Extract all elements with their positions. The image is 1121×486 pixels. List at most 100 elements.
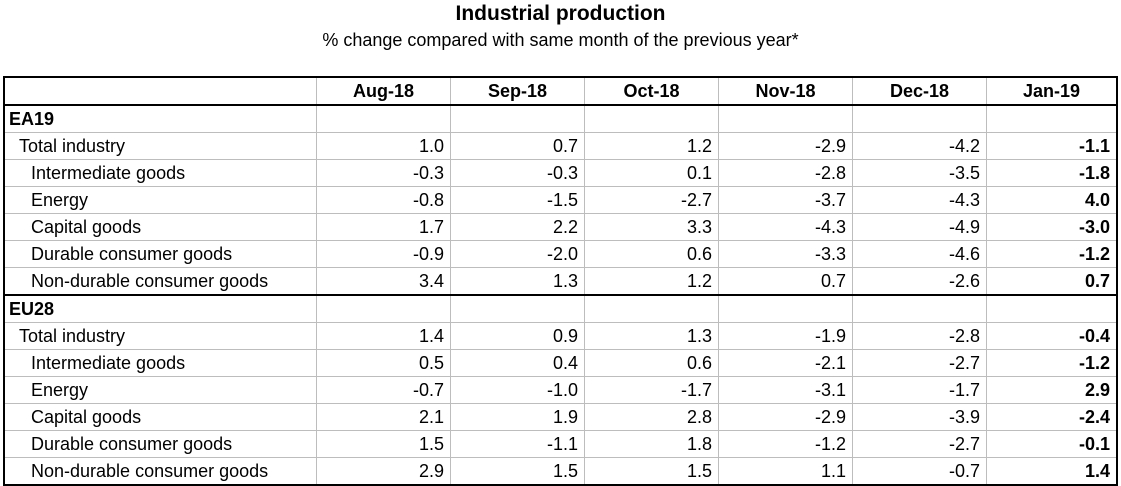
row-label: Durable consumer goods (4, 430, 317, 458)
value-cell: -0.8 (316, 186, 451, 214)
page-title: Industrial production (455, 2, 666, 25)
value-cell: 1.2 (584, 267, 719, 296)
value-cell: -3.5 (852, 159, 987, 187)
header-corner (4, 77, 317, 106)
value-cell: -2.6 (852, 267, 987, 296)
table-row: Total industry 1.4 0.9 1.3 -1.9 -2.8 -0.4 (4, 322, 1117, 350)
value-cell: -1.5 (450, 186, 585, 214)
row-label: Durable consumer goods (4, 240, 317, 268)
value-cell: 3.3 (584, 213, 719, 241)
value-cell: -1.7 (584, 376, 719, 404)
empty-cell (718, 104, 853, 133)
empty-cell (584, 104, 719, 133)
value-cell: -2.7 (852, 430, 987, 458)
value-cell: 0.7 (718, 267, 853, 296)
value-cell: -3.7 (718, 186, 853, 214)
value-cell: -2.4 (986, 403, 1117, 431)
value-cell: 0.7 (986, 267, 1117, 296)
table-row: Capital goods 2.1 1.9 2.8 -2.9 -3.9 -2.4 (4, 403, 1117, 431)
value-cell: -3.1 (718, 376, 853, 404)
value-cell: -2.7 (584, 186, 719, 214)
value-cell: 2.8 (584, 403, 719, 431)
value-cell: -4.3 (852, 186, 987, 214)
row-label: Capital goods (4, 213, 317, 241)
value-cell: -2.9 (718, 132, 853, 160)
value-cell: 2.1 (316, 403, 451, 431)
value-cell: -1.8 (986, 159, 1117, 187)
column-header: Nov-18 (718, 77, 853, 106)
row-label: Intermediate goods (4, 349, 317, 377)
table-row: Non-durable consumer goods 3.4 1.3 1.2 0.7 -2… (4, 267, 1117, 296)
value-cell: -1.9 (718, 322, 853, 350)
value-cell: -0.4 (986, 322, 1117, 350)
value-cell: -1.1 (986, 132, 1117, 160)
value-cell: -0.9 (316, 240, 451, 268)
value-cell: 0.7 (450, 132, 585, 160)
value-cell: 0.1 (584, 159, 719, 187)
value-cell: -0.7 (316, 376, 451, 404)
empty-cell (316, 294, 451, 323)
table-row: Durable consumer goods -0.9 -2.0 0.6 -3.3 -4.… (4, 240, 1117, 268)
value-cell: 0.6 (584, 349, 719, 377)
group-row: EA19 (4, 104, 1117, 133)
value-cell: -2.0 (450, 240, 585, 268)
table-row: Capital goods 1.7 2.2 3.3 -4.3 -4.9 -3.0 (4, 213, 1117, 241)
table-row: Intermediate goods -0.3 -0.3 0.1 -2.8 -3.5 -1.… (4, 159, 1117, 187)
empty-cell (584, 294, 719, 323)
table-row: Durable consumer goods 1.5 -1.1 1.8 -1.2 -2.7… (4, 430, 1117, 458)
value-cell: 2.9 (316, 457, 451, 485)
value-cell: 2.2 (450, 213, 585, 241)
value-cell: -0.7 (852, 457, 987, 485)
column-header: Jan-19 (986, 77, 1117, 106)
value-cell: -3.0 (986, 213, 1117, 241)
value-cell: 1.7 (316, 213, 451, 241)
column-header: Dec-18 (852, 77, 987, 106)
value-cell: -3.9 (852, 403, 987, 431)
empty-cell (718, 294, 853, 323)
empty-cell (450, 294, 585, 323)
value-cell: -4.6 (852, 240, 987, 268)
value-cell: 1.5 (450, 457, 585, 485)
table-row: Total industry 1.0 0.7 1.2 -2.9 -4.2 -1.1 (4, 132, 1117, 160)
table-row: Energy -0.8 -1.5 -2.7 -3.7 -4.3 4.0 (4, 186, 1117, 214)
header-row: Aug-18 Sep-18 Oct-18 Nov-18 Dec-18 Jan-19 (4, 77, 1117, 106)
value-cell: -2.9 (718, 403, 853, 431)
empty-cell (450, 104, 585, 133)
value-cell: 0.6 (584, 240, 719, 268)
value-cell: -4.2 (852, 132, 987, 160)
value-cell: 1.5 (316, 430, 451, 458)
group-label: EA19 (4, 104, 317, 133)
value-cell: 3.4 (316, 267, 451, 296)
value-cell: -2.1 (718, 349, 853, 377)
value-cell: -3.3 (718, 240, 853, 268)
value-cell: -1.7 (852, 376, 987, 404)
value-cell: 0.4 (450, 349, 585, 377)
value-cell: 2.9 (986, 376, 1117, 404)
empty-cell (852, 104, 987, 133)
row-label: Intermediate goods (4, 159, 317, 187)
table-row: Energy -0.7 -1.0 -1.7 -3.1 -1.7 2.9 (4, 376, 1117, 404)
value-cell: -0.1 (986, 430, 1117, 458)
value-cell: -0.3 (450, 159, 585, 187)
value-cell: 1.8 (584, 430, 719, 458)
table-row: Non-durable consumer goods 2.9 1.5 1.5 1.1 -0… (4, 457, 1117, 485)
group-row: EU28 (4, 294, 1117, 323)
row-label: Energy (4, 376, 317, 404)
value-cell: 1.3 (450, 267, 585, 296)
row-label: Energy (4, 186, 317, 214)
value-cell: -1.2 (718, 430, 853, 458)
value-cell: -1.0 (450, 376, 585, 404)
value-cell: 1.5 (584, 457, 719, 485)
value-cell: 1.0 (316, 132, 451, 160)
industrial-production-table: Aug-18 Sep-18 Oct-18 Nov-18 Dec-18 Jan-19 EA1… (3, 76, 1118, 486)
row-label: Non-durable consumer goods (4, 457, 317, 485)
row-label: Total industry (4, 322, 317, 350)
row-label: Capital goods (4, 403, 317, 431)
value-cell: -2.8 (718, 159, 853, 187)
row-label: Non-durable consumer goods (4, 267, 317, 296)
value-cell: 1.1 (718, 457, 853, 485)
value-cell: -4.3 (718, 213, 853, 241)
group-label: EU28 (4, 294, 317, 323)
value-cell: 1.4 (316, 322, 451, 350)
value-cell: 1.2 (584, 132, 719, 160)
